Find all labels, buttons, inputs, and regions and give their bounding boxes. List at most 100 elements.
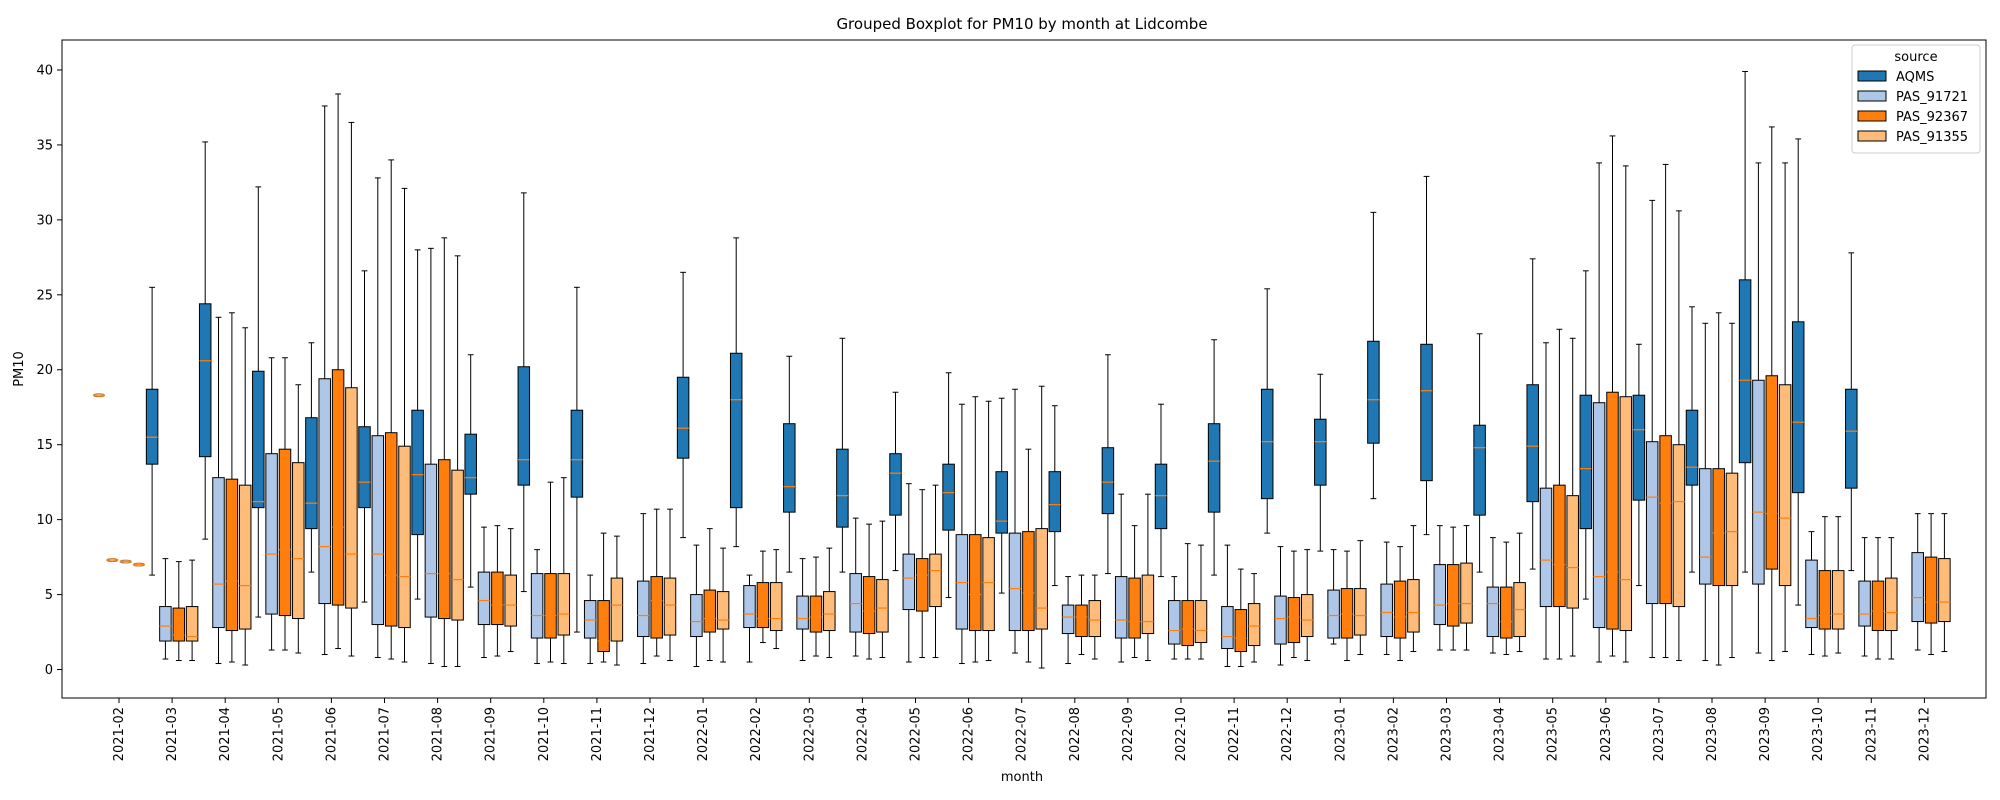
x-tick-label: 2023-02: [1386, 707, 1401, 761]
box-PAS_92367-2023-11: [1871, 537, 1885, 660]
box-PAS_91355-2023-10: [1831, 516, 1845, 654]
box-PAS_91355-2022-01: [716, 547, 730, 663]
box-iqr: [1088, 600, 1102, 638]
box-AQMS-2023-02: [1367, 211, 1380, 500]
plot-area: [92, 70, 1951, 669]
box-PAS_91721-2023-03: [1433, 525, 1447, 651]
box-iqr: [1407, 579, 1420, 633]
y-tick-label: 20: [36, 363, 53, 378]
box-PAS_92367-2023-06: [1606, 135, 1619, 657]
x-tick-label: 2021-04: [218, 707, 233, 761]
box-iqr: [663, 577, 677, 636]
box-PAS_92367-2022-02: [756, 550, 770, 644]
box-iqr: [464, 433, 477, 495]
series-AQMS: [145, 70, 1858, 633]
box-iqr: [1486, 586, 1500, 638]
box-iqr: [384, 432, 398, 627]
y-tick-label: 10: [36, 513, 53, 528]
box-PAS_91355-2022-10: [1194, 544, 1208, 660]
box-PAS_91721-2021-12: [637, 513, 650, 665]
legend-swatch: [1857, 130, 1887, 142]
legend-title: source: [1894, 50, 1937, 65]
box-PAS_91355-2022-03: [823, 547, 836, 659]
x-tick-label: 2022-08: [1068, 707, 1083, 761]
x-tick-label: 2021-08: [431, 707, 446, 761]
box-AQMS-2023-03: [1420, 175, 1433, 536]
box-AQMS-2021-04: [198, 141, 212, 540]
box-iqr: [278, 448, 292, 617]
box-AQMS-2021-08: [411, 249, 424, 600]
box-PAS_91721-2022-09: [1114, 493, 1128, 663]
box-PAS_91355-2023-01: [1354, 540, 1367, 656]
box-iqr: [438, 459, 451, 620]
box-iqr: [1380, 583, 1393, 638]
box-AQMS-2023-08: [1685, 306, 1699, 573]
box-iqr: [1619, 396, 1633, 632]
x-tick-label: 2022-06: [962, 707, 977, 761]
box-iqr: [796, 595, 809, 630]
box-PAS_91721-2021-06: [318, 105, 331, 656]
box-iqr: [915, 558, 929, 612]
axes-frame: [61, 39, 1987, 699]
box-PAS_91355-2022-04: [876, 520, 889, 659]
box-iqr: [292, 462, 305, 620]
box-iqr: [1075, 604, 1088, 638]
legend-label: PAS_92367: [1896, 110, 1968, 125]
box-iqr: [849, 573, 862, 633]
x-axis: 2021-02 2021-03 2021-04 2021-05 2021-06 2021-…: [112, 698, 1932, 761]
box-iqr: [1765, 375, 1779, 570]
x-tick-label: 2021-06: [324, 707, 339, 761]
box-PAS_92367-2022-05: [915, 489, 929, 659]
box-PAS_91721-2022-10: [1168, 576, 1181, 660]
box-PAS_91355-2021-12: [663, 508, 677, 662]
box-iqr: [1938, 558, 1951, 623]
y-tick-label: 30: [36, 213, 53, 228]
box-iqr: [942, 463, 955, 531]
box-AQMS-2022-10: [1154, 403, 1168, 578]
box-iqr: [1048, 471, 1062, 533]
x-tick-label: 2021-09: [484, 707, 499, 761]
box-iqr: [597, 600, 610, 653]
x-tick-label: 2023-12: [1917, 707, 1932, 761]
y-axis-label: PM10: [12, 351, 27, 387]
box-iqr: [1221, 606, 1234, 650]
box-iqr: [1553, 484, 1566, 608]
box-iqr: [1539, 487, 1553, 608]
box-iqr: [836, 448, 849, 528]
x-tick-label: 2023-06: [1599, 707, 1614, 761]
box-iqr: [530, 573, 544, 639]
box-iqr: [1420, 343, 1433, 482]
box-PAS_91355-2021-10: [557, 477, 571, 665]
box-PAS_92367-2023-01: [1340, 550, 1354, 662]
box-AQMS-2022-06: [942, 372, 955, 599]
box-PAS_91355-2022-08: [1088, 574, 1102, 660]
box-iqr: [1845, 388, 1858, 489]
box-PAS_92367-2022-04: [862, 523, 876, 660]
box-PAS_91721-2023-06: [1592, 162, 1606, 663]
box-iqr: [491, 571, 504, 626]
box-PAS_91355-2023-02: [1407, 525, 1420, 653]
x-tick-label: 2021-05: [271, 707, 286, 761]
x-tick-label: 2023-10: [1811, 707, 1826, 761]
box-iqr: [650, 576, 663, 639]
box-iqr: [411, 409, 424, 536]
box-iqr: [1260, 388, 1274, 500]
box-iqr: [862, 576, 876, 635]
x-tick-label: 2022-03: [802, 707, 817, 761]
box-PAS_91721-2023-05: [1539, 342, 1553, 660]
box-PAS_91355-2023-04: [1513, 532, 1526, 653]
box-AQMS-2022-01: [676, 271, 690, 539]
box-PAS_91355-2021-09: [504, 528, 517, 653]
box-iqr: [1579, 394, 1593, 530]
box-iqr: [1287, 597, 1301, 644]
box-iqr: [318, 378, 331, 605]
box-iqr: [331, 369, 345, 606]
box-iqr: [557, 573, 571, 636]
box-AQMS-2023-11: [1845, 252, 1858, 572]
box-PAS_92367-2022-09: [1128, 525, 1141, 659]
box-iqr: [716, 591, 730, 630]
box-PAS_91721-2021-05: [265, 357, 278, 651]
legend-label: PAS_91721: [1896, 90, 1968, 105]
box-PAS_91721-2022-02: [743, 574, 756, 663]
